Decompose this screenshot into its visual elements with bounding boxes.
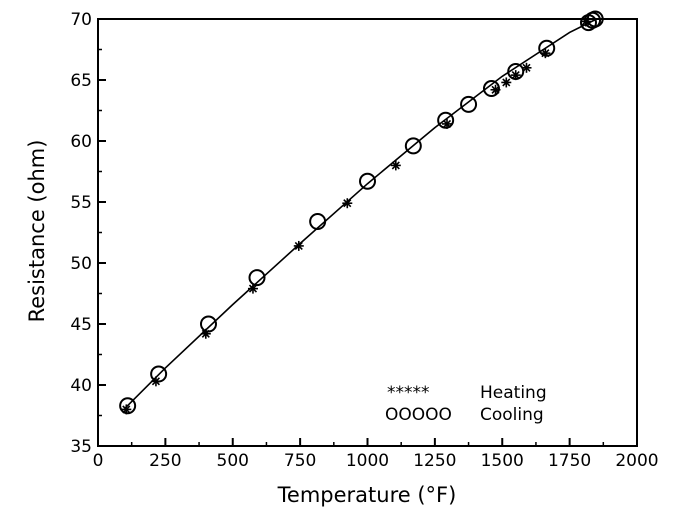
cooling-point (119, 397, 137, 415)
y-tick-label: 35 (70, 437, 92, 457)
heating-point (501, 77, 512, 88)
heating-point (293, 240, 304, 251)
plot-frame (97, 18, 638, 447)
heating-point (490, 84, 501, 95)
x-tick-label: 750 (284, 451, 316, 471)
cooling-point (404, 137, 422, 155)
cooling-point (437, 111, 455, 129)
x-tick-label: 2000 (615, 451, 658, 471)
y-tick-label: 45 (70, 315, 92, 335)
legend-heating-label: Heating (480, 383, 547, 403)
heating-point (521, 62, 532, 73)
y-tick-label: 70 (70, 10, 92, 30)
x-tick-label: 1250 (413, 451, 456, 471)
legend-cooling-label: Cooling (480, 405, 544, 425)
heating-point (540, 48, 551, 59)
cooling-point (359, 172, 376, 190)
legend-heating-markers: ***** (387, 383, 430, 403)
heating-point (247, 283, 258, 294)
y-tick-label: 60 (70, 132, 92, 152)
x-tick-label: 0 (93, 451, 104, 471)
legend: ***** Heating OOOOO Cooling (385, 383, 547, 425)
cooling-point (248, 269, 266, 287)
cooling-point (309, 213, 327, 231)
heating-point (342, 198, 353, 209)
y-axis-title: Resistance (ohm) (25, 140, 49, 323)
legend-cooling-markers: OOOOO (385, 405, 452, 425)
fit-line (124, 18, 597, 409)
y-tick-label: 55 (70, 193, 92, 213)
x-tick-label: 500 (217, 451, 249, 471)
heating-point (121, 404, 132, 415)
y-tick-label: 65 (70, 71, 92, 91)
cooling-point (460, 95, 478, 113)
plot-marks (119, 10, 604, 415)
x-tick-label: 250 (149, 451, 181, 471)
heating-point (200, 328, 211, 339)
x-tick-label: 1500 (481, 451, 524, 471)
cooling-point (482, 80, 500, 98)
axes: 0 250 500 750 1000 1250 1500 1750 2000 35 40 45 50 55… (70, 10, 658, 471)
cooling-point (538, 39, 556, 57)
y-tick-label: 40 (70, 376, 92, 396)
x-axis-title: Temperature (°F) (277, 483, 457, 507)
heating-point (510, 70, 521, 81)
x-tick-label: 1750 (548, 451, 591, 471)
heating-point (580, 16, 591, 27)
heating-point (150, 376, 161, 387)
y-tick-label: 50 (70, 254, 92, 274)
x-tick-label: 1000 (346, 451, 389, 471)
heating-point (442, 118, 453, 129)
cooling-point (199, 315, 217, 333)
heating-point (390, 160, 401, 171)
